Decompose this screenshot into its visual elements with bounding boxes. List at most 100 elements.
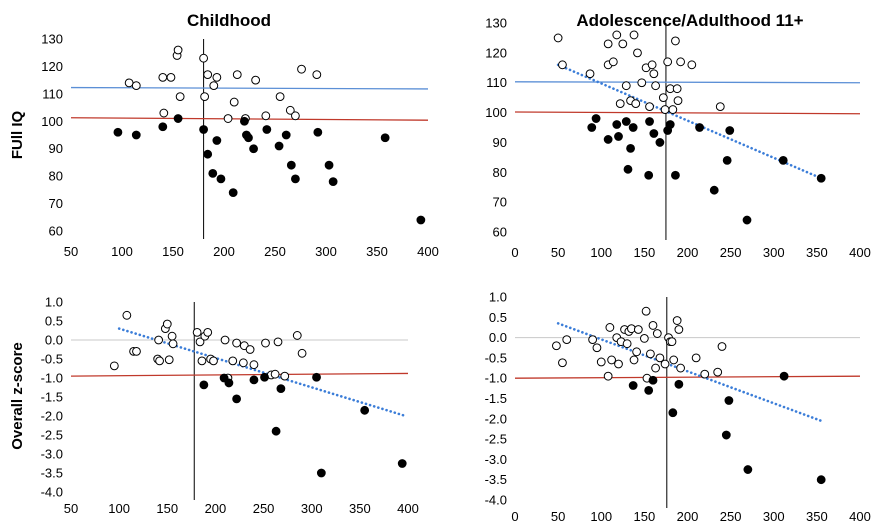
x-tick-label: 400 (849, 245, 871, 260)
data-point-open (585, 69, 595, 79)
data-point-open (109, 361, 119, 371)
x-tick-label: 300 (763, 509, 785, 524)
data-point-filled (587, 123, 597, 132)
y-tick-label: -4.0 (41, 485, 63, 500)
data-point-open (155, 356, 164, 366)
y-tick-label: 80 (49, 169, 63, 184)
data-point-open (275, 92, 285, 101)
data-point-open (285, 105, 295, 115)
data-point-open (223, 114, 233, 123)
data-point-filled (271, 426, 281, 436)
data-point-filled (648, 375, 658, 385)
data-point-open (562, 335, 572, 345)
data-point-open (124, 78, 134, 88)
x-tick-label: 200 (213, 244, 235, 259)
x-tick-label: 150 (634, 245, 656, 260)
data-point-open (622, 339, 632, 349)
data-point-open (154, 335, 164, 345)
y-tick-label: -0.5 (485, 350, 507, 365)
data-point-open (605, 323, 615, 332)
data-point-open (667, 337, 677, 347)
data-point-filled (316, 468, 326, 478)
data-point-open (645, 102, 654, 111)
y-tick-label: -2.5 (485, 432, 507, 447)
data-point-filled (591, 114, 601, 123)
x-tick-label: 300 (315, 244, 337, 259)
x-tick-label: 350 (349, 501, 371, 516)
data-point-open (632, 347, 642, 357)
x-tick-label: 350 (806, 245, 828, 260)
data-point-filled (779, 371, 789, 381)
data-point-filled (328, 177, 338, 187)
data-point-open (651, 363, 660, 373)
data-point-open (655, 353, 665, 363)
data-point-open (200, 92, 210, 101)
data-point-filled (380, 133, 390, 143)
data-point-open (672, 316, 682, 325)
x-tick-label: 100 (108, 501, 130, 516)
data-point-filled (291, 174, 300, 184)
data-point-filled (709, 185, 719, 195)
data-point-filled (695, 123, 704, 132)
data-point-filled (276, 384, 286, 394)
y-tick-label: -3.5 (41, 466, 63, 481)
data-point-open (676, 57, 685, 67)
data-point-filled (224, 378, 234, 388)
data-point-open (631, 99, 641, 109)
data-point-filled (742, 215, 752, 225)
x-tick-label: 150 (156, 501, 178, 516)
data-point-open (588, 335, 598, 345)
data-point-open (672, 84, 682, 94)
trend-line (556, 322, 823, 423)
data-point-open (633, 325, 643, 334)
reference-line (514, 375, 861, 379)
data-point-open (220, 335, 230, 345)
x-tick-label: 250 (253, 501, 275, 516)
data-point-filled (621, 117, 631, 126)
y-tick-label: 0.0 (489, 330, 507, 345)
data-point-filled (644, 385, 654, 395)
data-point-filled (249, 375, 259, 385)
data-point-open (232, 70, 242, 80)
data-point-filled (228, 188, 238, 198)
data-point-open (669, 355, 679, 365)
y-tick-label: 110 (486, 75, 507, 90)
data-point-filled (668, 408, 678, 418)
x-tick-label: 350 (806, 509, 828, 524)
data-point-filled (816, 173, 826, 183)
data-point-open (658, 93, 668, 103)
y-tick-label: 1.0 (489, 290, 507, 305)
data-point-open (673, 96, 683, 106)
panel-title: Adolescence/Adulthood 11+ (576, 11, 803, 30)
data-point-open (552, 341, 561, 351)
y-tick-label: 1.0 (45, 295, 63, 310)
data-point-open (297, 64, 306, 74)
data-point-filled (313, 127, 323, 137)
data-point-open (209, 81, 219, 91)
data-point-filled (274, 141, 284, 151)
x-tick-label: 50 (551, 245, 565, 260)
data-point-filled (626, 144, 635, 153)
data-point-filled (743, 465, 753, 474)
data-point-open (251, 75, 261, 85)
data-point-open (691, 353, 701, 363)
data-point-open (558, 60, 567, 70)
data-point-filled (628, 381, 638, 390)
y-tick-label: -1.5 (485, 391, 507, 406)
y-tick-label: 130 (41, 32, 63, 47)
data-point-open (261, 338, 270, 348)
x-tick-label: 150 (634, 509, 656, 524)
y-tick-label: 110 (42, 86, 63, 101)
data-point-open (228, 356, 238, 366)
data-point-filled (360, 405, 370, 415)
y-tick-label: 90 (49, 141, 63, 156)
panel-adolescence-iq: Adolescence/Adulthood 11+ 60 70 80 90 100 110… (485, 11, 871, 260)
data-point-open (603, 39, 613, 49)
data-point-open (646, 349, 655, 359)
data-point-open (668, 105, 678, 114)
data-point-open (607, 355, 616, 365)
data-point-open (641, 306, 651, 316)
data-point-open (162, 319, 172, 329)
